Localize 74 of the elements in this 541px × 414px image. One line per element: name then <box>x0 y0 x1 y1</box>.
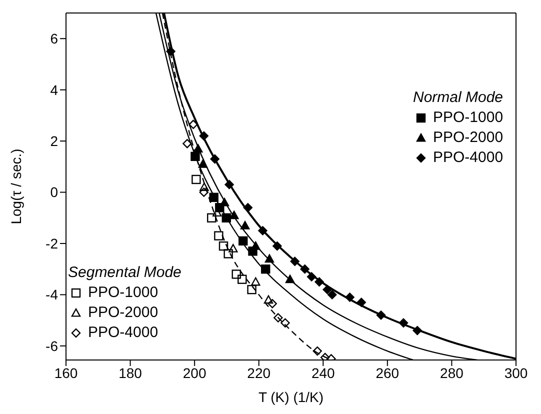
annotation: Normal Mode <box>413 88 504 108</box>
point <box>240 220 250 230</box>
point <box>247 284 256 294</box>
point <box>312 346 322 356</box>
point <box>264 295 274 304</box>
point <box>200 182 209 191</box>
y-tick-label: -2 <box>46 235 58 252</box>
point <box>280 318 290 328</box>
point <box>258 226 268 236</box>
y-tick-label: 4 <box>50 82 58 98</box>
point <box>182 139 192 148</box>
point <box>232 270 241 279</box>
x-tick-label: 200 <box>182 364 206 381</box>
y-tick-label: 6 <box>50 30 58 47</box>
legend-label: PPO-4000 <box>433 148 504 168</box>
point <box>412 326 422 336</box>
point <box>314 277 324 286</box>
point <box>194 144 203 153</box>
x-tick-label: 240 <box>311 364 336 381</box>
legend-label: PPO-4000 <box>88 323 158 343</box>
point <box>264 254 274 263</box>
point <box>228 244 238 252</box>
point <box>224 249 233 258</box>
x-axis-title: T (K) (1/K) <box>258 389 324 405</box>
point <box>198 159 208 168</box>
point <box>238 274 247 284</box>
point <box>224 180 234 190</box>
legend-label: PPO-2000 <box>88 303 158 323</box>
point <box>251 241 260 250</box>
x-tick-label: 300 <box>504 364 528 381</box>
point <box>207 213 216 222</box>
point <box>220 198 230 206</box>
point <box>190 152 200 162</box>
annotation: Segmental Mode <box>68 263 182 283</box>
x-tick-label: 280 <box>440 364 464 381</box>
point <box>210 154 220 164</box>
point <box>218 241 228 251</box>
point <box>398 318 408 328</box>
point <box>306 272 316 282</box>
point <box>188 120 198 129</box>
point <box>222 213 231 222</box>
point <box>209 192 218 202</box>
y-tick-label: 0 <box>50 184 58 200</box>
x-tick-label: 180 <box>118 364 142 381</box>
legend-label: PPO-2000 <box>433 128 504 148</box>
x-tick-label: 160 <box>54 364 78 381</box>
point <box>322 284 332 294</box>
point <box>376 310 386 320</box>
point <box>199 131 208 141</box>
point <box>261 264 270 274</box>
point <box>274 313 283 322</box>
point <box>285 274 295 284</box>
point <box>251 277 260 286</box>
point <box>238 236 248 246</box>
y-tick-label: -4 <box>46 286 58 303</box>
point <box>268 299 277 308</box>
point <box>356 298 366 307</box>
point <box>199 188 208 197</box>
point <box>272 241 282 251</box>
y-tick-label: -6 <box>46 338 58 354</box>
point <box>300 264 310 274</box>
point <box>214 231 224 240</box>
legend-label: PPO-1000 <box>433 108 504 128</box>
point <box>328 290 337 300</box>
point <box>345 292 354 302</box>
x-tick-label: 220 <box>247 364 271 381</box>
legend-label: PPO-1000 <box>88 283 158 303</box>
x-tick-label: 260 <box>376 364 400 381</box>
y-axis-title: Log(τ / sec.) <box>8 148 24 224</box>
point <box>192 174 201 184</box>
y-tick-label: 2 <box>50 133 58 150</box>
point <box>243 203 253 212</box>
point <box>290 256 300 266</box>
point <box>166 46 176 56</box>
